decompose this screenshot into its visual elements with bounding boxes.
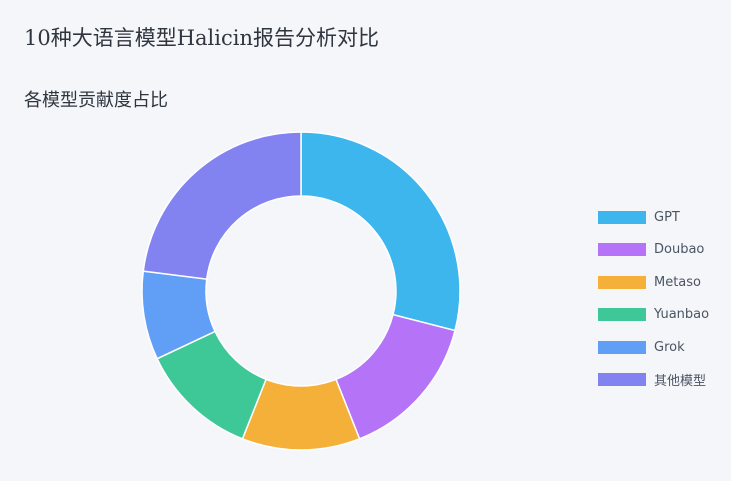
- chart-title: 各模型贡献度占比: [24, 90, 168, 111]
- legend-swatch: [598, 373, 646, 387]
- legend-swatch: [598, 243, 646, 257]
- legend-label: Doubao: [654, 242, 705, 258]
- legend-item-other[interactable]: 其他模型: [598, 364, 709, 397]
- legend-swatch: [598, 210, 646, 224]
- legend-swatch: [598, 275, 646, 289]
- legend-label: Yuanbao: [654, 307, 710, 323]
- legend-item-yuanbao[interactable]: Yuanbao: [598, 299, 709, 332]
- legend-label: Metaso: [654, 274, 702, 290]
- legend-item-metaso[interactable]: Metaso: [598, 266, 709, 299]
- legend-item-doubao[interactable]: Doubao: [598, 234, 709, 267]
- legend-label: 其他模型: [654, 374, 707, 390]
- legend-label: Grok: [654, 339, 685, 355]
- legend-swatch: [598, 340, 646, 354]
- donut-slice-gpt[interactable]: [300, 131, 461, 332]
- legend-swatch: [598, 308, 646, 322]
- legend-item-gpt[interactable]: GPT: [598, 201, 709, 234]
- page-title: 10种大语言模型Halicin报告分析对比: [24, 26, 379, 50]
- legend-item-grok[interactable]: Grok: [598, 331, 709, 364]
- chart-legend: GPT Doubao Metaso Yuanbao Grok 其他模型: [598, 201, 709, 396]
- donut-slice-doubao[interactable]: [334, 313, 456, 440]
- legend-label: GPT: [654, 209, 680, 225]
- donut-slice-其他模型[interactable]: [142, 131, 302, 280]
